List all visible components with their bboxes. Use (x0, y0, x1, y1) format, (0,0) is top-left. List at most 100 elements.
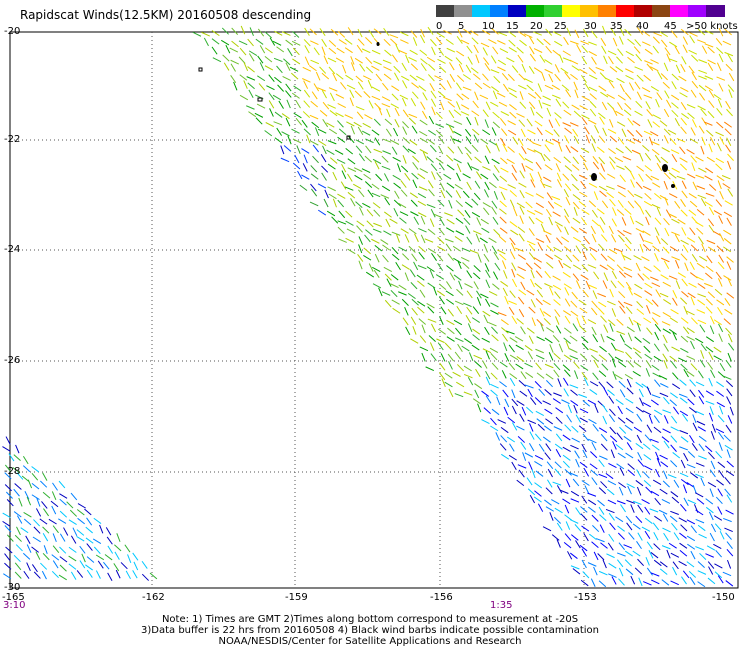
wind-swath-left (2, 436, 158, 582)
wind-barb (707, 59, 716, 65)
wind-barb (590, 578, 596, 587)
wind-barb (365, 66, 374, 74)
wind-barb (229, 47, 239, 53)
wind-barb (624, 373, 633, 380)
wind-barb (679, 446, 688, 451)
wind-barb (427, 306, 435, 314)
wind-barb (400, 189, 408, 197)
legend-swatch (634, 5, 653, 17)
wind-barb (726, 388, 733, 397)
wind-barb (588, 200, 597, 208)
wind-barb (323, 198, 329, 208)
wind-barb (609, 288, 614, 298)
wind-barb (549, 512, 554, 521)
wind-barb (485, 350, 490, 360)
wind-barb (223, 62, 230, 71)
wind-barb (337, 136, 346, 143)
wind-barb (573, 81, 578, 91)
wind-barb (589, 533, 597, 540)
wind-barb (553, 202, 563, 208)
wind-barb (524, 158, 534, 164)
wind-barb (402, 253, 410, 261)
wind-barb (583, 468, 590, 477)
wind-barb (374, 137, 381, 146)
wind-barb (718, 83, 724, 92)
wind-barb (330, 28, 339, 36)
wind-barb (373, 118, 381, 126)
wind-barb (368, 263, 374, 272)
wind-barb (533, 257, 542, 263)
wind-barb (328, 193, 337, 200)
wind-barb (443, 96, 452, 102)
wind-barb (504, 353, 510, 362)
wind-barb (563, 388, 569, 397)
wind-barb (552, 211, 561, 217)
wind-barb (545, 140, 554, 145)
wind-barb (691, 254, 698, 263)
wind-barb (404, 272, 409, 282)
wind-barb (427, 318, 437, 323)
wind-barb (696, 227, 704, 235)
wind-barb (579, 544, 588, 552)
wind-barb (264, 65, 274, 71)
wind-barb (382, 150, 392, 155)
wind-barb (654, 379, 661, 387)
wind-barb (700, 343, 707, 352)
wind-barb (723, 246, 732, 253)
wind-barb (659, 120, 668, 127)
wind-barb (715, 549, 722, 558)
wind-barb (674, 118, 680, 127)
wind-barb (334, 149, 344, 155)
wind-barb (474, 91, 479, 101)
wind-barb (674, 45, 680, 55)
wind-barb (58, 518, 67, 524)
wind-barb (14, 562, 22, 571)
wind-barb (697, 28, 706, 36)
wind-barb (695, 275, 704, 281)
wind-barb (583, 377, 589, 387)
wind-barb (698, 125, 705, 134)
wind-barb (725, 327, 733, 336)
wind-barb (617, 102, 623, 111)
wind-barb (467, 162, 473, 171)
wind-barb (527, 419, 537, 425)
wind-barb (337, 226, 345, 234)
wind-barb (535, 111, 544, 119)
wind-barb (419, 168, 428, 174)
wind-barb (679, 549, 688, 557)
wind-barb (589, 100, 597, 109)
wind-barb (257, 55, 264, 64)
wind-barb (588, 119, 597, 125)
wind-barb (492, 121, 501, 129)
wind-barb (371, 192, 381, 198)
wind-barb (588, 86, 598, 92)
wind-barb (651, 148, 660, 156)
wind-barb (541, 72, 546, 81)
wind-barb (691, 71, 697, 81)
wind-barb (526, 210, 536, 215)
wind-barb (552, 481, 562, 486)
wind-barb (361, 130, 371, 136)
wind-barb (523, 33, 533, 38)
wind-barb (565, 254, 573, 263)
wind-barb (68, 563, 77, 570)
wind-barb (297, 170, 303, 180)
wind-barb (27, 479, 33, 489)
wind-barb (646, 109, 653, 117)
wind-barb (698, 236, 704, 245)
wind-barb (511, 422, 518, 431)
wind-barb (619, 334, 625, 343)
wind-barb (371, 65, 380, 71)
wind-barb (519, 170, 525, 179)
wind-barb (380, 239, 389, 245)
wind-barb (474, 389, 480, 399)
wind-barb (482, 202, 491, 208)
wind-barb (591, 514, 599, 522)
wind-barb (501, 260, 507, 269)
wind-barb (399, 217, 407, 224)
wind-barb (141, 560, 148, 569)
wind-barb (600, 443, 608, 451)
wind-barb (589, 389, 598, 395)
wind-barb (650, 141, 660, 146)
wind-barb (642, 244, 651, 252)
